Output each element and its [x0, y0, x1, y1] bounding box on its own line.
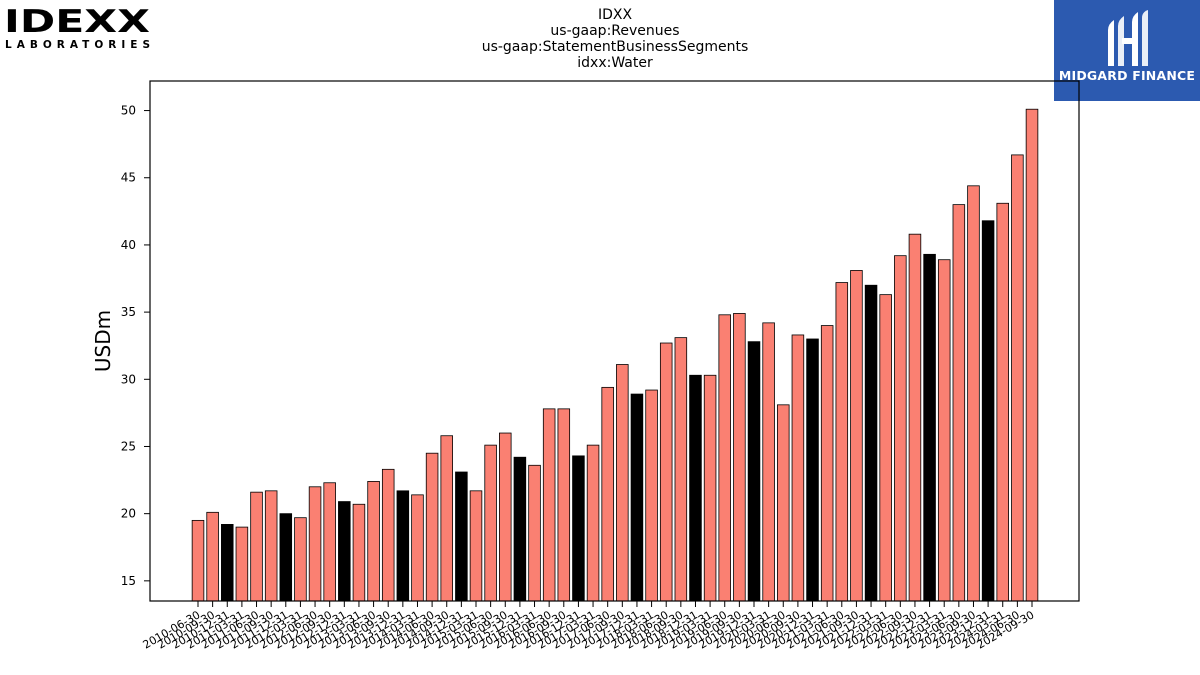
midgard-finance-logo: MIDGARD FINANCE [1054, 0, 1200, 101]
bar [572, 455, 585, 602]
bar [703, 374, 717, 602]
chart-title-line: idxx:Water [577, 55, 653, 71]
bar [733, 313, 746, 602]
bar [1025, 108, 1039, 602]
bar [294, 517, 307, 602]
y-axis-label: USDm [91, 310, 115, 372]
bar [191, 519, 205, 602]
idexx-logo: IDEXX LABORATORIES [4, 4, 154, 52]
bar [367, 481, 380, 602]
bar [835, 282, 849, 602]
bar [586, 444, 600, 602]
bar [996, 202, 1009, 602]
bar [850, 270, 863, 602]
y-tick-label: 20 [121, 507, 136, 521]
y-tick-label: 35 [121, 305, 136, 319]
bar [908, 233, 922, 602]
bar [894, 255, 907, 602]
bar [820, 325, 834, 602]
midgard-logo-text: MIDGARD FINANCE [1058, 68, 1196, 83]
bar [777, 404, 790, 602]
idexx-logo-wordmark: IDEXX [4, 4, 150, 40]
bar [411, 494, 424, 602]
bar [279, 513, 293, 602]
bar [396, 490, 410, 602]
bar [499, 432, 512, 602]
bar [455, 471, 468, 602]
y-axis: 15 20 25 30 35 40 45 50 [121, 104, 150, 588]
x-axis: 2010-06-302010-09-302010-12-312011-03-31… [141, 601, 1037, 652]
bar [689, 374, 702, 602]
midgard-emblem-icon [1108, 10, 1148, 66]
bar [762, 322, 775, 602]
bar [718, 314, 731, 602]
bar [937, 259, 951, 602]
bar [864, 284, 878, 602]
chart-title-line: IDXX [597, 7, 633, 23]
bar [923, 253, 936, 602]
y-tick-label: 15 [121, 574, 136, 588]
plot-frame [149, 80, 1080, 602]
y-tick-label: 30 [121, 372, 136, 386]
bar [806, 338, 819, 602]
bar [952, 204, 966, 602]
bar [674, 337, 688, 602]
y-tick-label: 40 [121, 238, 136, 252]
bar [557, 408, 571, 602]
bar [981, 220, 995, 602]
bar [235, 526, 249, 602]
bar [645, 389, 658, 602]
bar [250, 491, 263, 602]
bar [616, 364, 629, 602]
bar [484, 444, 497, 602]
bar [513, 456, 527, 602]
bar [542, 408, 556, 602]
chart-title: IDXX us-gaap:Revenues us-gaap:StatementB… [415, 7, 815, 71]
bar [630, 393, 644, 602]
bar [338, 501, 351, 602]
idexx-logo-mark: IDEXX LABORATORIES [4, 4, 150, 51]
bar [967, 185, 980, 602]
bars-layer [191, 108, 1039, 602]
bar [1011, 154, 1024, 602]
bar [206, 511, 219, 602]
bar [791, 334, 805, 602]
bar [879, 294, 892, 602]
bar [352, 503, 366, 602]
bar [308, 486, 322, 602]
y-tick-label: 25 [121, 439, 136, 453]
chart-title-line: us-gaap:StatementBusinessSegments [481, 39, 749, 55]
bar [440, 435, 453, 602]
y-tick-label: 50 [121, 104, 136, 118]
bar [381, 468, 395, 602]
bar [469, 490, 483, 602]
chart-title-line: us-gaap:Revenues [550, 23, 680, 39]
bar [528, 464, 541, 602]
bar [425, 452, 439, 602]
bar [659, 342, 673, 602]
bar [221, 524, 234, 602]
bar [747, 341, 761, 602]
y-tick-label: 45 [121, 171, 136, 185]
bar [323, 482, 336, 602]
bar [264, 490, 278, 602]
bar [601, 386, 614, 602]
